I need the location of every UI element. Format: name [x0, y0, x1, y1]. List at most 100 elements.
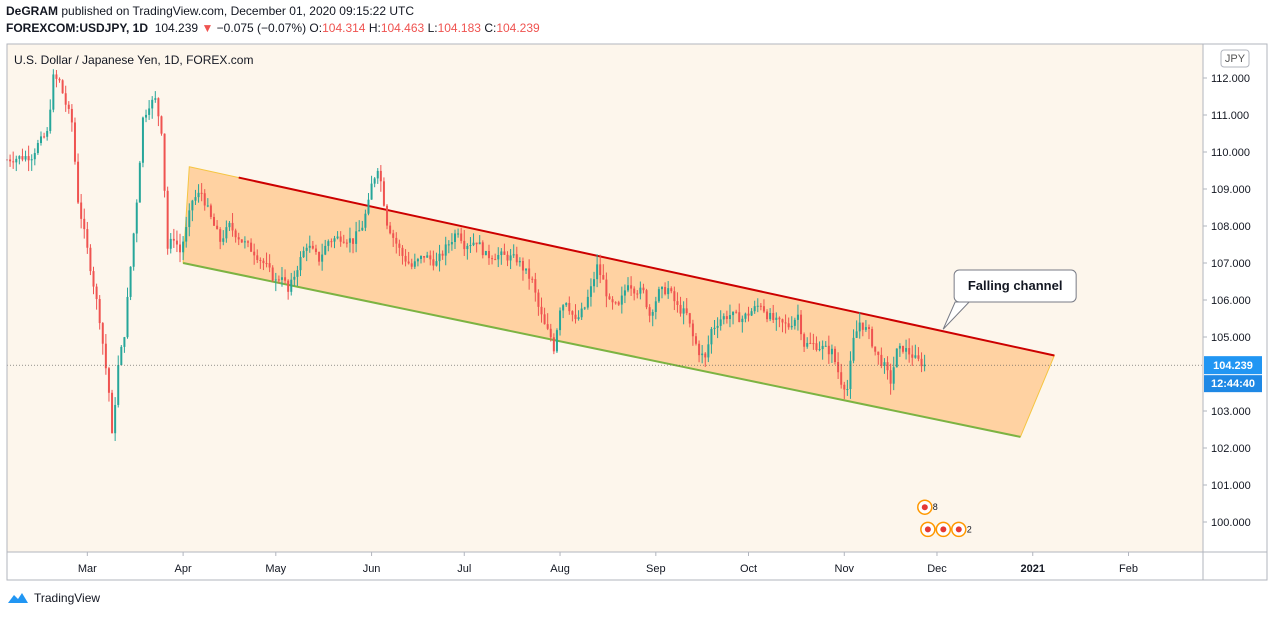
candle-body: [534, 279, 537, 293]
candle-body: [453, 233, 456, 243]
footer-brand[interactable]: TradingView: [6, 591, 100, 605]
candle-body: [883, 362, 886, 366]
channel-lower-line[interactable]: [182, 262, 1021, 438]
candle-body: [179, 244, 182, 253]
candle-body: [623, 290, 626, 296]
candle-body: [253, 251, 256, 256]
y-tick-label: 112.000: [1211, 73, 1250, 85]
y-tick-label: 107.000: [1211, 258, 1251, 270]
candle-body: [240, 239, 243, 243]
candle-body: [484, 250, 487, 256]
candle-body: [188, 210, 191, 228]
publisher-name[interactable]: DeGRAM: [6, 4, 59, 18]
candle-body: [243, 241, 246, 243]
candle-body: [481, 242, 484, 256]
candle-body: [694, 336, 697, 344]
candle-body: [586, 296, 589, 308]
candle-body: [914, 355, 917, 358]
tradingview-logo-icon: [8, 593, 28, 603]
candle-body: [664, 286, 667, 295]
candle-body: [500, 251, 503, 256]
candle-body: [670, 288, 673, 292]
candle-body: [327, 241, 330, 246]
candle-body: [123, 337, 126, 347]
candle-body: [33, 153, 36, 160]
candle-body: [213, 216, 216, 226]
x-month-label: Nov: [835, 563, 855, 575]
candle-body: [395, 237, 398, 244]
candle-body: [194, 197, 197, 201]
candle-body: [111, 392, 114, 434]
candle-body: [772, 313, 775, 320]
x-month-label: Dec: [927, 563, 947, 575]
candle-body: [49, 109, 52, 131]
down-arrow-icon: ▼: [201, 21, 214, 35]
candle-body: [376, 170, 379, 179]
y-tick-label: 102.000: [1211, 443, 1251, 455]
candle-body: [104, 343, 107, 369]
candle-body: [806, 342, 809, 347]
candle-body: [701, 353, 704, 356]
candle-body: [571, 311, 574, 315]
candle-body: [667, 288, 670, 295]
candle-body: [549, 328, 552, 338]
candle-body: [503, 251, 506, 255]
candle-body: [222, 238, 225, 242]
event-flag-dot: [955, 526, 962, 533]
candle-body: [543, 314, 546, 325]
candle-body: [407, 261, 410, 264]
candle-body: [657, 289, 660, 302]
candle-body: [172, 238, 175, 241]
candle-body: [12, 161, 15, 163]
candle-body: [834, 348, 837, 363]
candle-body: [923, 364, 926, 367]
candle-body: [438, 253, 441, 262]
high-value: 104.463: [380, 21, 425, 35]
candle-body: [568, 302, 571, 312]
candle-body: [843, 384, 846, 390]
candle-body: [901, 345, 904, 352]
candle-body: [537, 292, 540, 307]
candle-body: [114, 404, 117, 434]
callout-box[interactable]: [953, 269, 1077, 303]
y-tick-label: 100.000: [1211, 517, 1251, 529]
event-flag-dot: [921, 504, 928, 511]
candle-body: [673, 291, 676, 302]
candle-body: [812, 343, 815, 345]
candle-body: [336, 236, 339, 239]
candle-body: [608, 296, 611, 300]
candle-body: [460, 233, 463, 241]
candle-body: [265, 263, 268, 265]
candle-body: [410, 263, 413, 267]
candle-body: [246, 241, 249, 243]
candle-body: [741, 318, 744, 323]
candle-body: [793, 319, 796, 326]
currency-box[interactable]: [1220, 49, 1250, 68]
symbol-label[interactable]: FOREXCOM:USDJPY, 1D: [6, 21, 149, 35]
candle-body: [166, 190, 169, 249]
candle-body: [679, 304, 682, 314]
candle-body: [515, 254, 518, 263]
y-tick-label: 111.000: [1211, 110, 1249, 122]
channel-upper-line[interactable]: [238, 176, 1055, 357]
candle-body: [401, 247, 404, 256]
candle-body: [386, 205, 389, 226]
candle-body: [39, 136, 42, 144]
x-month-label: Mar: [78, 563, 97, 575]
last-price-badge: [1204, 356, 1262, 375]
candle-body: [472, 242, 475, 246]
candle-body: [92, 271, 95, 287]
candle-body: [27, 156, 30, 161]
candle-body: [24, 156, 27, 160]
candle-body: [358, 230, 361, 232]
candle-body: [120, 346, 123, 366]
candle-body: [429, 255, 432, 260]
candle-body: [855, 331, 858, 338]
candle-body: [132, 233, 135, 267]
x-month-label: Apr: [175, 563, 192, 575]
candle-body: [191, 200, 194, 211]
chart-title: U.S. Dollar / Japanese Yen, 1D, FOREX.co…: [14, 53, 253, 67]
open-label: O:: [309, 21, 323, 35]
candle-body: [52, 74, 55, 110]
